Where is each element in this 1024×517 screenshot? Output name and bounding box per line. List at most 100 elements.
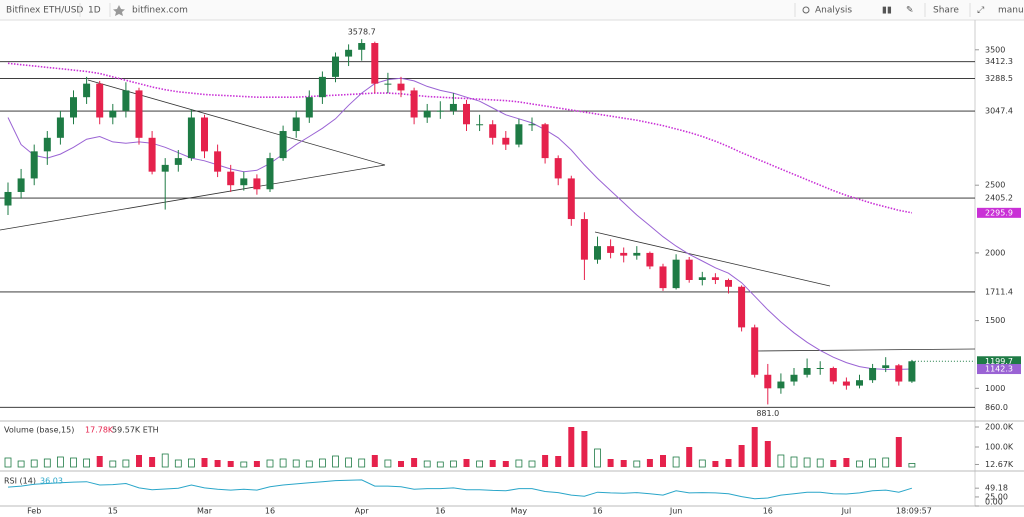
volume-bar bbox=[515, 459, 523, 468]
volume-bar bbox=[411, 458, 418, 467]
volume-bar bbox=[882, 457, 890, 468]
volume-bar bbox=[607, 459, 614, 467]
volume-bar bbox=[738, 445, 745, 467]
symbol[interactable]: Bitfinex ETH/USD bbox=[6, 6, 83, 16]
volume-bar bbox=[122, 459, 130, 468]
volume-bar bbox=[161, 453, 169, 468]
volume-bar bbox=[489, 460, 496, 467]
candle-body bbox=[214, 151, 222, 172]
candle-body bbox=[725, 279, 732, 287]
eye-icon[interactable] bbox=[802, 6, 810, 14]
volume-bar bbox=[436, 461, 444, 468]
volume-bar bbox=[568, 427, 575, 467]
low-annotation: 881.0 bbox=[756, 409, 779, 418]
volume-bar bbox=[463, 459, 470, 467]
level-label: 3412.3 bbox=[985, 57, 1013, 66]
volume-bar bbox=[725, 459, 732, 467]
candle-body bbox=[161, 164, 169, 172]
volume-bar bbox=[279, 458, 287, 468]
volume-bar bbox=[633, 460, 641, 468]
volume-bar bbox=[908, 463, 916, 468]
volume-bar bbox=[57, 456, 64, 468]
x-tick-label: Apr bbox=[355, 507, 370, 516]
trend-line bbox=[0, 164, 386, 231]
candle-body bbox=[476, 124, 484, 126]
rsi-tick-label: 0.00 bbox=[985, 498, 1003, 507]
volume-bar bbox=[764, 441, 771, 467]
cursor-time: 18:09:57 bbox=[896, 507, 932, 516]
candle-body bbox=[672, 259, 680, 289]
candle-body bbox=[266, 158, 274, 190]
candle-body bbox=[292, 117, 300, 132]
volume-bar bbox=[305, 460, 313, 468]
analysis-button[interactable]: Analysis bbox=[815, 6, 852, 16]
candle-body bbox=[541, 124, 549, 159]
volume-bar bbox=[830, 460, 837, 467]
volume-bar bbox=[149, 457, 156, 467]
candle-body bbox=[816, 368, 824, 370]
volume-bar bbox=[542, 455, 549, 467]
candle-body bbox=[253, 178, 261, 190]
volume-tick-label: 12.67K bbox=[985, 460, 1014, 469]
ma-price-label: 2295.9 bbox=[985, 208, 1013, 217]
volume-bar bbox=[345, 457, 353, 468]
volume-bar bbox=[240, 461, 248, 468]
candle-body bbox=[685, 259, 693, 280]
star-icon[interactable] bbox=[113, 5, 125, 16]
volume-bar bbox=[96, 456, 103, 467]
candle-body bbox=[70, 97, 77, 118]
volume-bar bbox=[646, 459, 653, 467]
source[interactable]: bitfinex.com bbox=[132, 6, 188, 16]
rsi-tick-label: 25.00 bbox=[985, 492, 1008, 501]
volume-bar bbox=[869, 458, 876, 468]
volume-bar bbox=[292, 459, 300, 468]
rsi-title: RSI (14) bbox=[4, 477, 36, 486]
candle-body bbox=[174, 158, 182, 165]
volume-bar bbox=[476, 460, 484, 468]
candle-body bbox=[764, 374, 772, 389]
x-tick-label: Jun bbox=[669, 507, 683, 516]
x-tick-label: Feb bbox=[27, 507, 41, 516]
volume-readout: 17.78K bbox=[85, 426, 114, 435]
volume-bar bbox=[502, 461, 509, 467]
fullscreen-button[interactable]: ⤢ bbox=[976, 6, 984, 16]
trend-line bbox=[754, 348, 976, 352]
moving-average bbox=[7, 77, 912, 370]
candle-body bbox=[908, 361, 916, 382]
x-tick-label: May bbox=[511, 507, 528, 516]
candle-body bbox=[187, 117, 195, 159]
volume-title: Volume (base,15) bbox=[4, 426, 74, 435]
volume-bar bbox=[555, 456, 562, 467]
candle-body bbox=[4, 191, 12, 206]
interval[interactable]: 1D bbox=[88, 6, 101, 16]
candle-body bbox=[554, 158, 562, 179]
y-tick-label: 3500 bbox=[985, 45, 1005, 54]
candle-body bbox=[109, 110, 117, 118]
bars-menu[interactable]: ▮▮ bbox=[882, 6, 892, 16]
x-tick-label: 15 bbox=[108, 507, 118, 516]
share-button[interactable]: Share bbox=[933, 6, 959, 16]
candle-body bbox=[240, 178, 248, 186]
candle-body bbox=[646, 252, 654, 267]
user[interactable]: manuel bbox=[998, 6, 1024, 16]
x-tick-label: 16 bbox=[592, 507, 602, 516]
y-tick-label: 1500 bbox=[985, 316, 1005, 325]
level-label: 2405.2 bbox=[985, 194, 1013, 203]
volume-bar bbox=[895, 437, 902, 467]
volume-bar bbox=[187, 458, 195, 468]
candle-body bbox=[83, 83, 91, 98]
draw-menu[interactable]: ✎ bbox=[906, 6, 914, 16]
rsi-readout: 36.03 bbox=[40, 477, 63, 486]
candle-body bbox=[397, 83, 405, 91]
candle-body bbox=[633, 252, 641, 256]
candle-body bbox=[43, 137, 51, 152]
candle-body bbox=[410, 90, 418, 118]
toolbar-bg bbox=[0, 0, 1024, 20]
volume-bar bbox=[371, 455, 378, 467]
volume-bar bbox=[17, 460, 25, 468]
candle-body bbox=[489, 124, 497, 138]
y-tick-label: 2500 bbox=[985, 181, 1005, 190]
candle-body bbox=[56, 117, 64, 138]
